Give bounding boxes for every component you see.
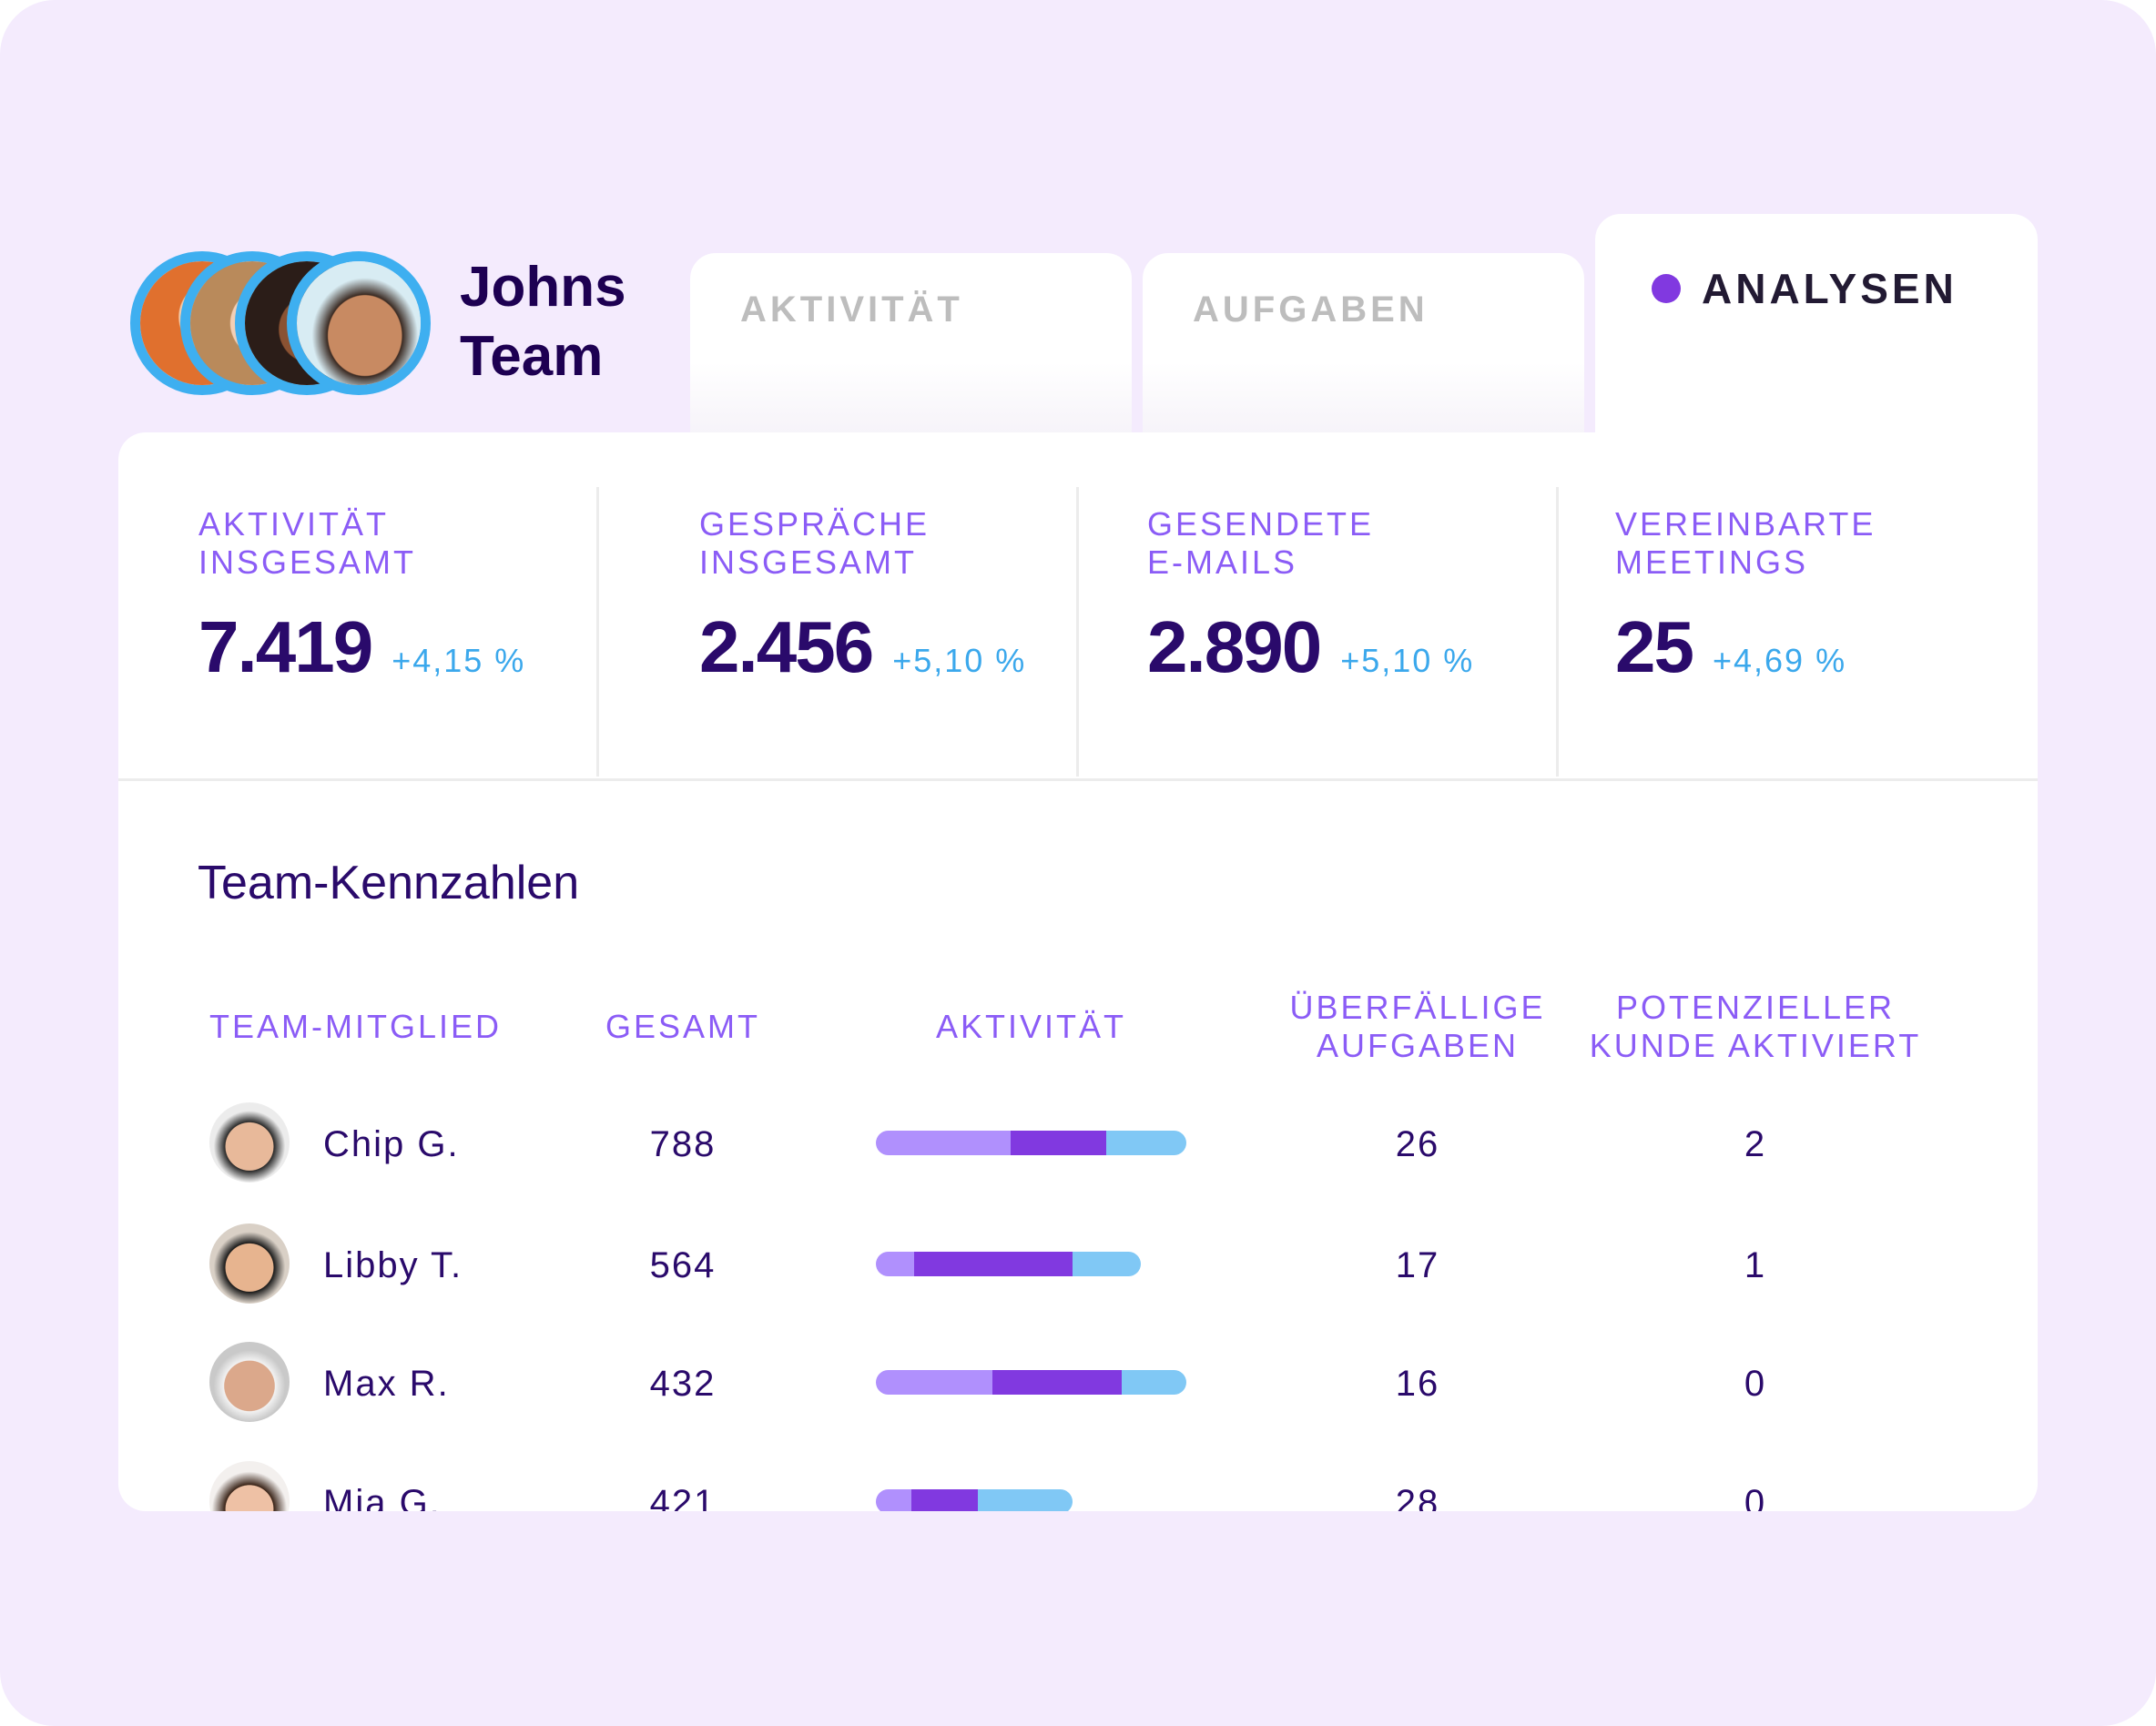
table-row[interactable]: Libby T. 564 17 1 <box>118 1218 2038 1309</box>
activated-value: 2 <box>1744 1124 1767 1164</box>
activity-bar <box>876 1252 1141 1276</box>
stat-total-calls: GESPRÄCHE INSGESAMT 2.456 +5,10 % <box>699 505 1027 687</box>
activity-segment <box>913 1252 1073 1276</box>
overdue-value: 28 <box>1395 1483 1440 1511</box>
avatar <box>209 1223 290 1304</box>
activity-segment <box>1106 1131 1186 1155</box>
total-value: 432 <box>649 1364 717 1404</box>
avatar <box>287 251 431 395</box>
member-name: Mia G. <box>323 1483 442 1511</box>
activity-segment <box>876 1131 1011 1155</box>
stat-meetings: VEREINBARTE MEETINGS 25 +4,69 % <box>1615 505 1876 687</box>
tab-analysen[interactable]: ANALYSEN <box>1595 214 2038 451</box>
avatar <box>209 1461 290 1511</box>
activity-bar <box>876 1131 1186 1155</box>
stat-total-activity: AKTIVITÄT INSGESAMT 7.419 +4,15 % <box>198 505 526 687</box>
col-header-member: TEAM-MITGLIED <box>209 1008 503 1045</box>
divider <box>596 487 599 777</box>
total-value: 421 <box>649 1483 717 1511</box>
stat-sent-emails: GESENDETE E-MAILS 2.890 +5,10 % <box>1147 505 1475 687</box>
member-name: Chip G. <box>323 1124 460 1164</box>
overdue-value: 17 <box>1395 1245 1440 1285</box>
activity-segment <box>876 1489 911 1511</box>
activity-segment <box>992 1370 1122 1395</box>
divider <box>118 778 2038 781</box>
tab-aktivitaet[interactable]: AKTIVITÄT <box>690 253 1132 435</box>
section-title: Team-Kennzahlen <box>198 857 580 909</box>
activity-segment <box>876 1370 992 1395</box>
avatar <box>209 1102 290 1183</box>
activated-value: 1 <box>1744 1245 1767 1285</box>
activity-bar <box>876 1370 1186 1395</box>
activity-segment <box>977 1489 1073 1511</box>
total-value: 564 <box>649 1245 717 1285</box>
activity-segment <box>1010 1131 1106 1155</box>
table-row[interactable]: Max R. 432 16 0 <box>118 1336 2038 1427</box>
member-name: Libby T. <box>323 1245 463 1285</box>
activated-value: 0 <box>1744 1483 1767 1511</box>
activated-value: 0 <box>1744 1364 1767 1404</box>
team-title: Johns Team <box>460 256 626 388</box>
divider <box>1076 487 1079 777</box>
active-dot-icon <box>1652 274 1681 303</box>
tab-aufgaben[interactable]: AUFGABEN <box>1143 253 1584 435</box>
table-row[interactable]: Mia G. 421 28 0 <box>118 1456 2038 1511</box>
activity-segment <box>876 1252 914 1276</box>
total-value: 788 <box>649 1124 717 1164</box>
activity-bar <box>876 1489 1073 1511</box>
activity-segment <box>1072 1252 1141 1276</box>
divider <box>1556 487 1559 777</box>
col-header-activity: AKTIVITÄT <box>935 1008 1127 1045</box>
col-header-overdue: ÜBERFÄLLIGE AUFGABEN <box>1289 989 1546 1064</box>
avatar <box>209 1342 290 1422</box>
table-row[interactable]: Chip G. 788 26 2 <box>118 1097 2038 1188</box>
col-header-activated: POTENZIELLER KUNDE AKTIVIERT <box>1589 989 1922 1064</box>
overdue-value: 26 <box>1395 1124 1440 1164</box>
team-avatars <box>130 251 431 395</box>
member-name: Max R. <box>323 1364 450 1404</box>
analytics-card: AKTIVITÄT INSGESAMT 7.419 +4,15 % GESPRÄCH… <box>118 432 2038 1511</box>
activity-segment <box>1121 1370 1186 1395</box>
activity-segment <box>910 1489 978 1511</box>
overdue-value: 16 <box>1395 1364 1440 1404</box>
col-header-total: GESAMT <box>605 1008 760 1045</box>
